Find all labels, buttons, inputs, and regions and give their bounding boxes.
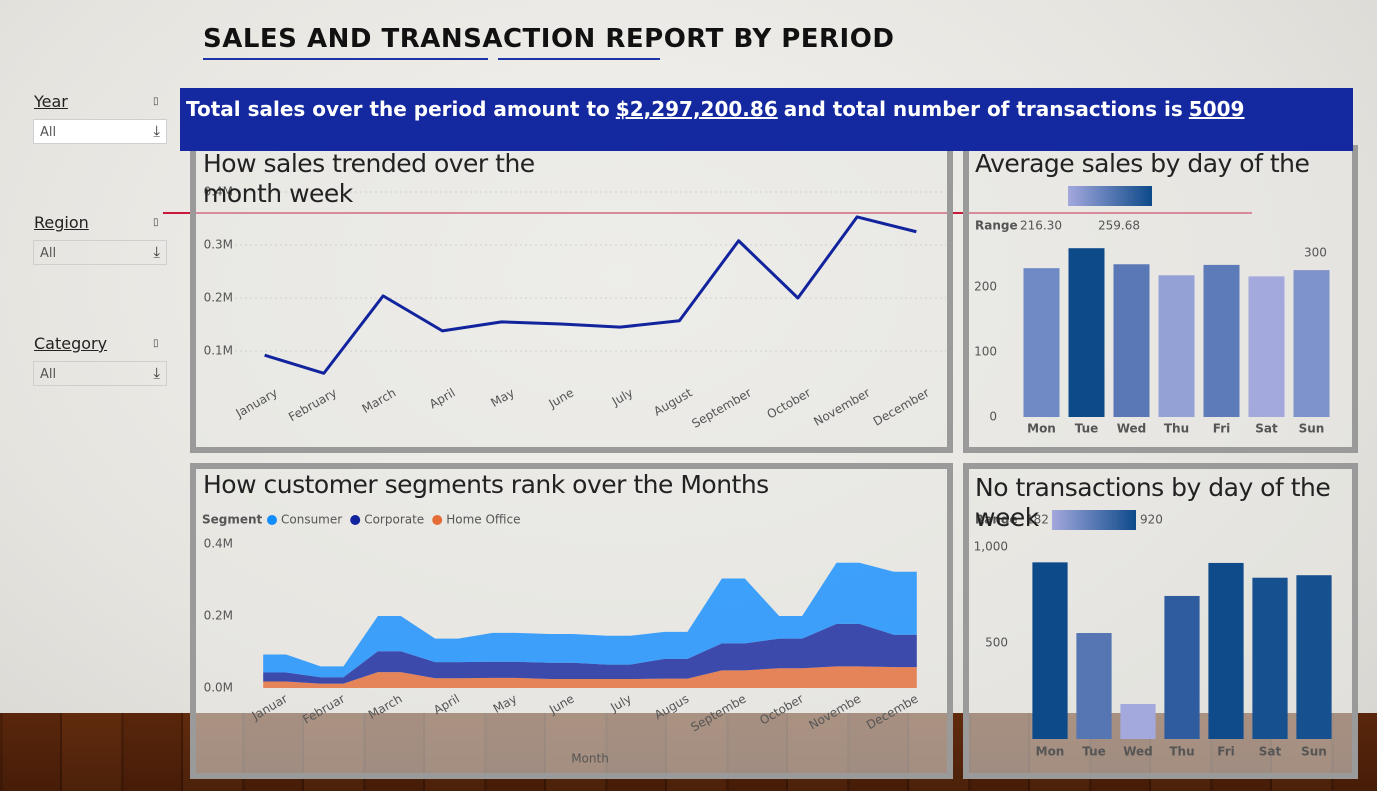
legend-min: 182	[1026, 513, 1049, 527]
chart-title: How sales trended over the month week	[203, 149, 535, 208]
filter-label: Region	[34, 213, 89, 232]
y-tick-label: 100	[974, 345, 997, 359]
dropdown-arrow: ⤓	[153, 364, 160, 382]
y-tick-label: 0.3M	[204, 238, 233, 252]
report-title: SALES AND TRANSACTION REPORT BY PERIOD	[203, 24, 895, 54]
legend-max: 920	[1140, 513, 1163, 527]
legend-title: Range	[975, 513, 1018, 527]
x-axis-label: Month	[571, 752, 609, 766]
banner-text: Total sales over the period amount to	[186, 97, 610, 121]
x-tick-label: Sun	[1299, 422, 1325, 436]
dropdown-arrow: ⤓	[153, 122, 160, 140]
x-tick-label: Mon	[1027, 422, 1056, 436]
filter-label: Category	[34, 334, 108, 353]
bar	[1203, 264, 1240, 417]
legend-marker	[267, 515, 277, 525]
x-tick-label: Tue	[1082, 745, 1106, 759]
dropdown-arrow: ⤓	[153, 243, 160, 261]
summary-banner: Total sales over the period amount to $2,…	[180, 88, 1353, 151]
legend-marker	[350, 515, 361, 525]
chart-title: Average sales by day of the	[975, 149, 1310, 178]
sales-line	[264, 215, 917, 375]
segment-area	[263, 666, 917, 688]
y-tick-label: 0.4M	[204, 185, 233, 199]
filter-value: All	[40, 367, 57, 382]
range-bar	[1052, 510, 1136, 530]
filter-dropdown: All ⤓	[33, 119, 167, 144]
filter-dropdown: All ⤓	[33, 240, 167, 265]
x-tick-label: Sat	[1259, 745, 1282, 759]
segment-area	[263, 562, 917, 678]
total-sales: $2,297,200.86	[615, 97, 778, 121]
x-tick-label: Thu	[1169, 745, 1194, 759]
legend-min: 216.30	[1020, 219, 1062, 233]
filter-icon: ▯	[153, 96, 159, 107]
x-tick-label: Sun	[1301, 745, 1327, 759]
bar	[1120, 704, 1156, 739]
bar	[1164, 595, 1200, 739]
legend-label: Consumer	[281, 513, 342, 527]
legend-label: Home Office	[446, 513, 520, 527]
chart-title: No transactions by day of the week	[975, 473, 1331, 532]
bar	[1293, 270, 1330, 417]
y-tick-label: 500	[985, 636, 1008, 650]
bar	[1032, 562, 1068, 739]
legend-max: 259.68	[1098, 219, 1140, 233]
bar	[1158, 275, 1195, 417]
legend-title: Segment	[202, 513, 263, 527]
bar	[1068, 248, 1105, 417]
bar	[1208, 562, 1244, 739]
x-tick-label: Sat	[1255, 422, 1278, 436]
y-tick-label: 0.1M	[204, 344, 233, 358]
filter-value: All	[40, 246, 57, 261]
x-tick-label: Tue	[1075, 422, 1099, 436]
annotation: 300	[1304, 246, 1327, 260]
y-tick-label: 0.2M	[204, 609, 233, 623]
y-tick-label: 0	[989, 410, 997, 424]
filter-value: All	[40, 125, 57, 140]
filter-icon: ▯	[153, 217, 159, 228]
bar	[1248, 276, 1285, 417]
bar	[1023, 268, 1060, 417]
x-tick-label: Mon	[1036, 745, 1065, 759]
filter-dropdown: All ⤓	[33, 361, 167, 386]
chart-panel	[190, 145, 953, 453]
legend-marker	[432, 515, 443, 525]
total-transactions: 5009	[1188, 97, 1245, 121]
chart-panel	[963, 463, 1358, 779]
filter-label: Year	[34, 92, 68, 111]
x-tick-label: Fri	[1213, 422, 1230, 436]
y-tick-label: 0.4M	[204, 537, 233, 551]
y-tick-label: 0.0M	[204, 681, 233, 695]
title-underline	[203, 58, 488, 60]
y-tick-label: 200	[974, 280, 997, 294]
bar	[1076, 633, 1112, 739]
legend-title: Range	[975, 219, 1018, 233]
x-tick-label: Wed	[1117, 422, 1147, 436]
banner-text: and total number of transactions is	[783, 97, 1183, 121]
bar	[1296, 575, 1332, 739]
filter-icon: ▯	[153, 338, 159, 349]
y-tick-label: 0.2M	[204, 291, 233, 305]
chart-title: How customer segments rank over the Mont…	[203, 470, 769, 499]
range-bar	[1068, 186, 1152, 206]
legend-label: Corporate	[364, 513, 424, 527]
bar	[1113, 264, 1150, 417]
y-tick-label: 1,000	[974, 540, 1008, 554]
x-tick-label: Wed	[1123, 745, 1153, 759]
bar	[1252, 577, 1288, 739]
x-tick-label: Thu	[1164, 422, 1189, 436]
title-underline	[498, 58, 660, 60]
x-tick-label: Fri	[1217, 745, 1234, 759]
segment-area	[263, 623, 917, 684]
